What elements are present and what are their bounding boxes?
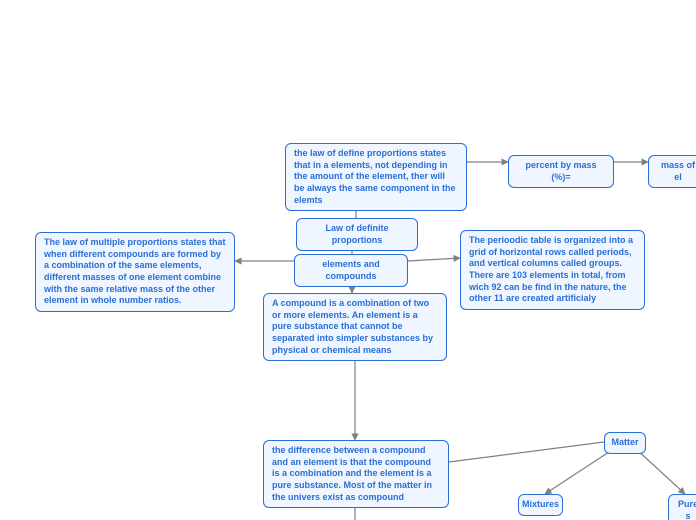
node-periodic[interactable]: The perioodic table is organized into a … (460, 230, 645, 310)
node-multiple-prop[interactable]: The law of multiple proportions states t… (35, 232, 235, 312)
edge (635, 448, 685, 494)
node-matter[interactable]: Matter (604, 432, 646, 454)
node-percent-mass[interactable]: percent by mass (%)= (508, 155, 614, 188)
node-compound-def[interactable]: A compound is a combination of two or mo… (263, 293, 447, 361)
node-mass-of[interactable]: mass of el (648, 155, 696, 188)
node-difference[interactable]: the difference between a compound and an… (263, 440, 449, 508)
node-pure[interactable]: Pure s (668, 494, 696, 520)
edge (449, 442, 604, 462)
node-mixtures[interactable]: Mixtures (518, 494, 563, 516)
node-law-def[interactable]: Law of definite proportions (296, 218, 418, 251)
edge (545, 448, 615, 494)
node-elements-compounds[interactable]: elements and compounds (294, 254, 408, 287)
edge (408, 258, 460, 261)
node-law-def-text[interactable]: the law of define proportions states tha… (285, 143, 467, 211)
